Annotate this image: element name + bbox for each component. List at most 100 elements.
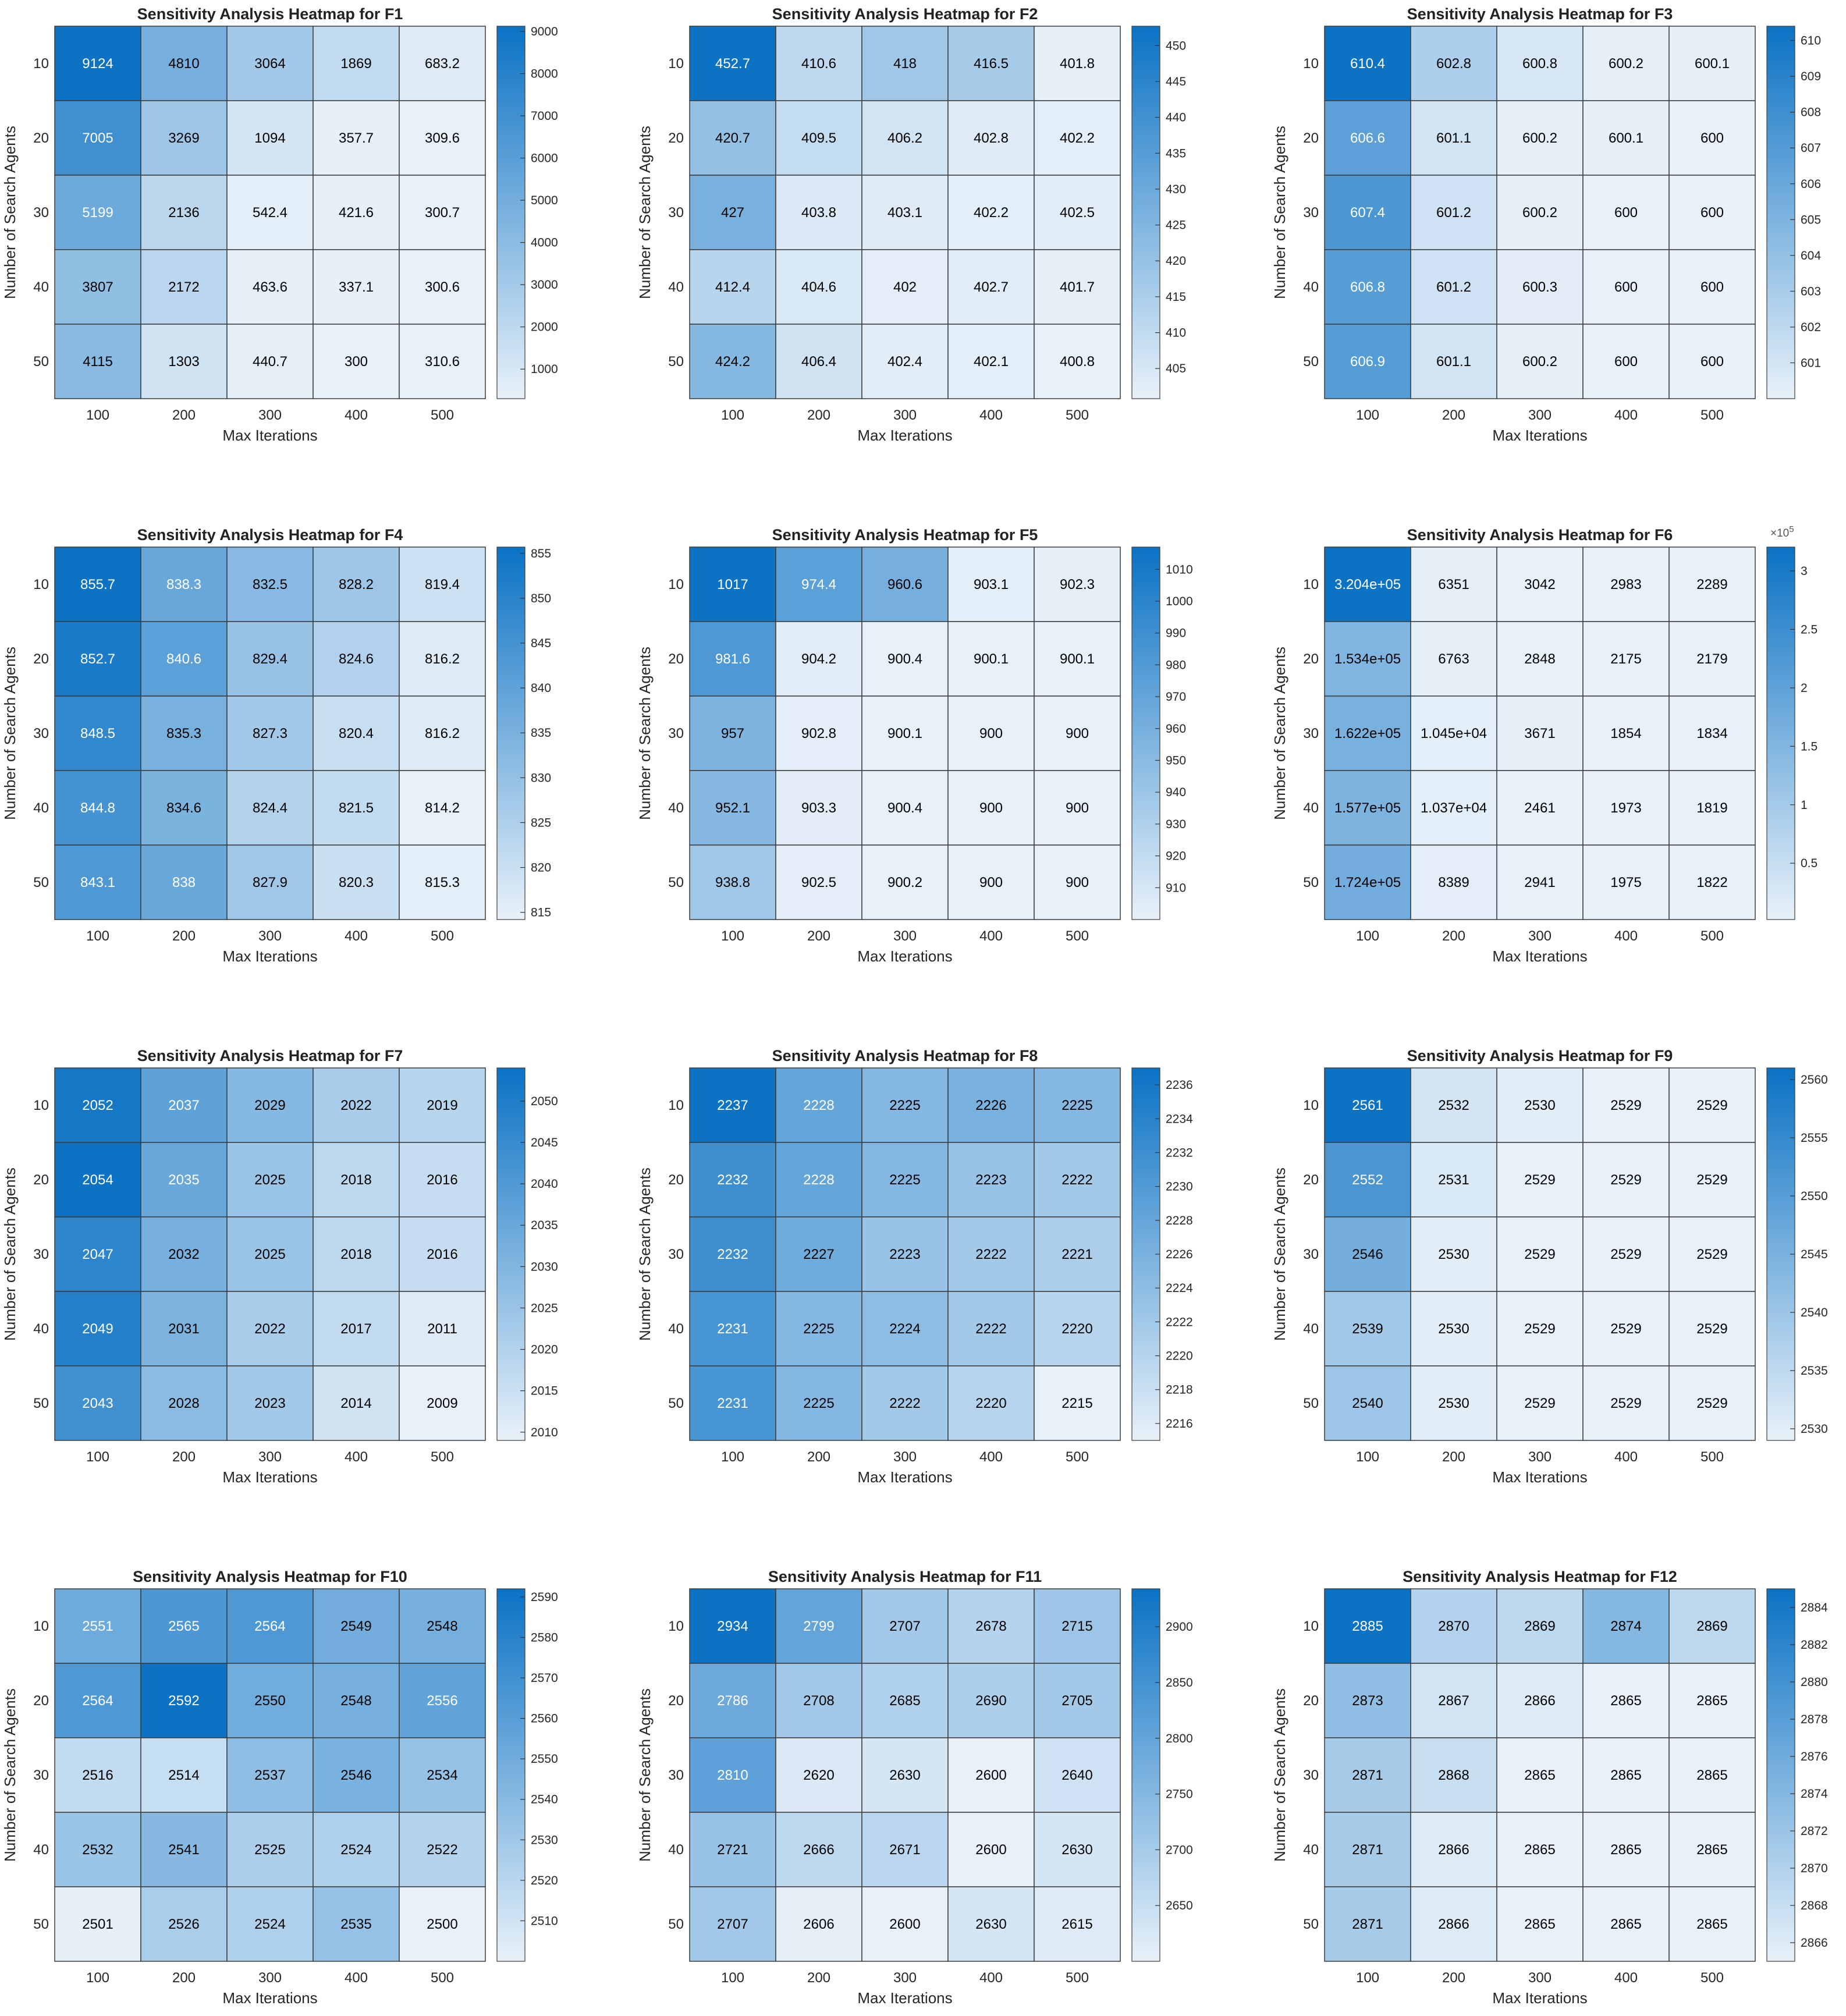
cell-value-label: 6763 <box>1438 651 1469 667</box>
cell-value-label: 3.204e+05 <box>1334 577 1401 592</box>
x-tick-label: 400 <box>345 928 368 944</box>
y-tick-label: 10 <box>33 1619 49 1634</box>
heatmap-cell <box>1324 175 1411 250</box>
heatmap-cell <box>226 844 314 920</box>
cell-value-label: 2721 <box>717 1842 748 1858</box>
heatmap-cell <box>1324 844 1411 920</box>
cell-value-label: 600.2 <box>1522 205 1557 221</box>
x-tick-label: 200 <box>1442 407 1465 423</box>
colorbar-tick-label: 2222 <box>1166 1315 1193 1329</box>
heatmap-cell <box>1410 1142 1497 1218</box>
x-tick-label: 300 <box>1528 407 1552 423</box>
heatmap-cell <box>226 175 314 250</box>
heatmap-cell <box>1582 324 1670 399</box>
cell-value-label: 2865 <box>1524 1842 1555 1858</box>
heatmap-cell <box>775 100 862 176</box>
colorbar <box>496 1588 526 1962</box>
heatmap-cell <box>226 100 314 176</box>
x-tick-label: 400 <box>345 1970 368 1986</box>
cell-value-label: 1.622e+05 <box>1334 726 1401 741</box>
y-tick-label: 50 <box>33 1396 49 1411</box>
heatmap-cell <box>226 621 314 697</box>
colorbar-tick-label: 2224 <box>1166 1282 1193 1295</box>
y-tick-label: 40 <box>1303 1842 1319 1858</box>
heatmap-cell <box>226 1365 314 1441</box>
y-tick-label: 10 <box>1303 1619 1319 1634</box>
chart-title: Sensitivity Analysis Heatmap for F11 <box>768 1568 1042 1585</box>
colorbar-tick-label: 2216 <box>1166 1417 1193 1431</box>
x-axis-label: Max Iterations <box>857 1989 952 2007</box>
colorbar-tick-label: 602 <box>1801 321 1821 334</box>
cell-value-label: 600 <box>1614 354 1638 370</box>
x-tick-label: 500 <box>1701 928 1724 944</box>
colorbar-tick-label: 610 <box>1801 34 1821 48</box>
x-tick-label: 300 <box>893 1449 917 1465</box>
cell-value-label: 821.5 <box>339 800 374 816</box>
chart-title: Sensitivity Analysis Heatmap for F10 <box>133 1568 407 1585</box>
cell-value-label: 2530 <box>1524 1098 1555 1113</box>
x-tick-label: 500 <box>431 1449 454 1465</box>
cell-value-label: 2223 <box>975 1172 1006 1188</box>
x-tick-label: 300 <box>258 1449 282 1465</box>
colorbar-tick-label: 2218 <box>1166 1383 1193 1397</box>
heatmap-cell <box>861 175 949 250</box>
x-tick-label: 300 <box>1528 1449 1552 1465</box>
cell-value-label: 2228 <box>803 1172 834 1188</box>
colorbar-tick-label: 2880 <box>1801 1676 1828 1689</box>
colorbar-tick-label: 2234 <box>1166 1112 1193 1126</box>
heatmap-cell <box>775 1142 862 1218</box>
colorbar-tick-label: 2000 <box>531 321 558 334</box>
heatmap-cell <box>775 695 862 771</box>
cell-value-label: 902.5 <box>801 875 836 890</box>
cell-value-label: 900 <box>1066 800 1089 816</box>
y-axis-label: Number of Search Agents <box>1271 647 1288 820</box>
heatmap-cell <box>775 324 862 399</box>
cell-value-label: 829.4 <box>253 651 287 667</box>
colorbar-tick-label: 2045 <box>531 1136 558 1149</box>
x-tick-label: 200 <box>172 1970 196 1986</box>
heatmap-cell <box>399 621 486 697</box>
cell-value-label: 2678 <box>975 1619 1006 1634</box>
heatmap-cell <box>947 1886 1035 1962</box>
heatmap-cell <box>54 1142 141 1218</box>
heatmap-cell <box>1582 844 1670 920</box>
cell-value-label: 900 <box>1066 726 1089 741</box>
x-tick-label: 300 <box>1528 928 1552 944</box>
cell-value-label: 2565 <box>168 1619 199 1634</box>
cell-value-label: 2715 <box>1062 1619 1092 1634</box>
x-tick-label: 200 <box>172 407 196 423</box>
heatmap-cell <box>1034 100 1121 176</box>
cell-value-label: 406.2 <box>888 130 922 146</box>
x-axis-label: Max Iterations <box>222 427 317 444</box>
colorbar-tick-label: 420 <box>1166 254 1186 268</box>
cell-value-label: 402.4 <box>888 354 922 370</box>
cell-value-label: 2600 <box>889 1916 920 1932</box>
y-tick-label: 40 <box>1303 279 1319 295</box>
cell-value-label: 904.2 <box>801 651 836 667</box>
cell-value-label: 2865 <box>1610 1767 1641 1783</box>
cell-value-label: 2537 <box>254 1767 285 1783</box>
cell-value-label: 2514 <box>168 1767 199 1783</box>
heatmap-cell <box>140 1588 228 1664</box>
heatmap-cell <box>140 695 228 771</box>
y-tick-label: 40 <box>668 1842 684 1858</box>
heatmap-cell <box>861 100 949 176</box>
cell-value-label: 600 <box>1701 205 1724 221</box>
x-axis-label: Max Iterations <box>1492 1989 1587 2007</box>
y-tick-label: 50 <box>1303 354 1319 370</box>
colorbar-tick-label: 606 <box>1801 178 1821 191</box>
colorbar-tick-label: 410 <box>1166 326 1186 340</box>
colorbar-tick-label: 609 <box>1801 70 1821 83</box>
heatmap-cell <box>947 1663 1035 1738</box>
colorbar-exponent-label: ×105 <box>1770 524 1794 540</box>
cell-value-label: 2564 <box>254 1619 285 1634</box>
cell-value-label: 2052 <box>82 1098 113 1113</box>
heatmap-cell <box>1582 1886 1670 1962</box>
heatmap-cell <box>1496 1588 1584 1664</box>
cell-value-label: 2870 <box>1438 1619 1469 1634</box>
cell-value-label: 2871 <box>1352 1842 1383 1858</box>
heatmap-cell <box>947 1216 1035 1292</box>
colorbar-tick-label: 910 <box>1166 881 1186 895</box>
colorbar-tick-label: 2226 <box>1166 1248 1193 1261</box>
heatmap-cell <box>1034 1216 1121 1292</box>
